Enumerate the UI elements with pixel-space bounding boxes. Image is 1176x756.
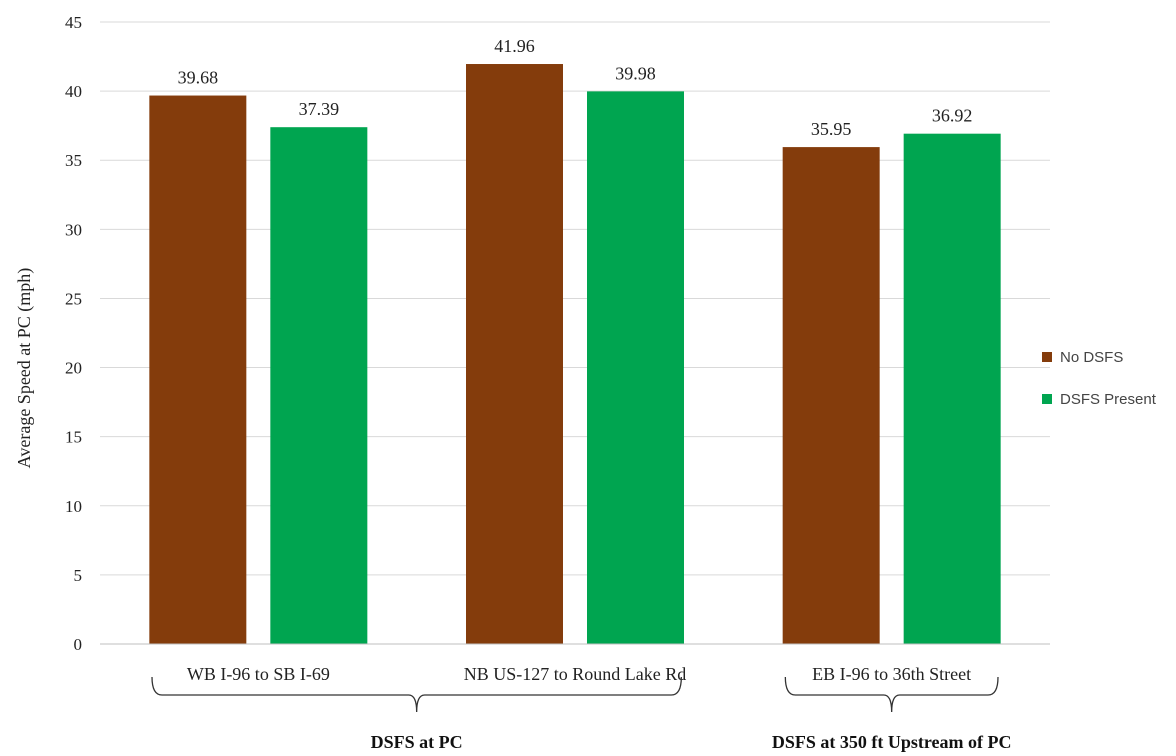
y-tick-label: 15	[65, 428, 82, 447]
bar	[149, 95, 247, 644]
group-label: DSFS at 350 ft Upstream of PC	[772, 732, 1012, 752]
data-labels: 39.68 37.39 41.96 39.98 35.95 36.92	[178, 36, 973, 139]
gridlines	[100, 21, 1050, 576]
group-brace	[784, 676, 999, 713]
category-labels: WB I-96 to SB I-69 NB US-127 to Round Lak…	[187, 664, 971, 684]
data-label: 37.39	[299, 99, 340, 119]
data-label: 39.68	[178, 68, 219, 88]
y-tick-label: 10	[65, 497, 82, 516]
y-tick-label: 30	[65, 220, 82, 239]
data-label: 36.92	[932, 106, 973, 126]
category-groups: DSFS at PC DSFS at 350 ft Upstream of PC	[151, 676, 1012, 752]
y-tick-label: 5	[74, 566, 83, 585]
category-label: EB I-96 to 36th Street	[812, 664, 971, 684]
group-label: DSFS at PC	[371, 732, 463, 752]
y-tick-label: 45	[65, 13, 82, 32]
bar	[270, 127, 368, 644]
bar	[587, 91, 684, 644]
y-tick-label: 0	[74, 635, 83, 654]
y-tick-label: 35	[65, 151, 82, 170]
bar	[782, 147, 880, 644]
bars	[149, 64, 1001, 645]
y-axis-ticks: 0 5 10 15 20 25 30 35 40 45	[65, 13, 82, 654]
group-brace	[151, 676, 682, 713]
bar	[903, 133, 1001, 645]
y-tick-label: 40	[65, 82, 82, 101]
category-label: WB I-96 to SB I-69	[187, 664, 330, 684]
legend-swatch	[1042, 394, 1052, 404]
data-label: 39.98	[615, 63, 656, 83]
y-axis-label: Average Speed at PC (mph)	[14, 268, 35, 469]
y-tick-label: 25	[65, 289, 82, 308]
legend-label: DSFS Present	[1060, 391, 1157, 408]
data-label: 41.96	[494, 36, 535, 56]
category-label: NB US-127 to Round Lake Rd	[464, 664, 687, 684]
bar	[466, 64, 563, 645]
legend-label: No DSFS	[1060, 349, 1123, 366]
legend-swatch	[1042, 352, 1052, 362]
data-label: 35.95	[811, 119, 852, 139]
legend: No DSFS DSFS Present	[1042, 349, 1157, 408]
y-tick-label: 20	[65, 359, 82, 378]
